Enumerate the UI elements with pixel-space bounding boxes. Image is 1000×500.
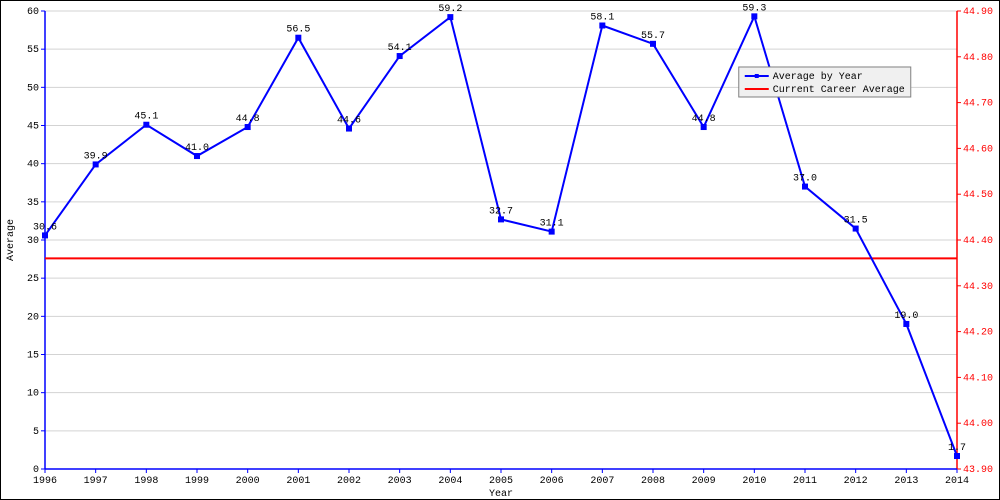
x-tick-label: 1997 <box>84 476 108 487</box>
y-tick-label-right: 44.90 <box>963 7 993 18</box>
y-tick-label-right: 44.70 <box>963 99 993 110</box>
data-point-label: 59.3 <box>742 3 766 14</box>
x-tick-label: 1999 <box>185 476 209 487</box>
x-tick-label: 2002 <box>337 476 361 487</box>
y-tick-label-left: 30 <box>27 236 39 247</box>
data-point-label: 59.2 <box>438 4 462 15</box>
data-point-label: 39.9 <box>84 151 108 162</box>
data-point-label: 19.0 <box>894 311 918 322</box>
x-tick-label: 2010 <box>742 476 766 487</box>
y-tick-label-left: 40 <box>27 160 39 171</box>
data-point-label: 30.6 <box>33 222 57 233</box>
y-tick-label-left: 0 <box>33 465 39 476</box>
y-axis-title-left: Average <box>6 219 17 261</box>
legend-label-1: Average by Year <box>773 71 863 83</box>
x-tick-label: 2011 <box>793 476 817 487</box>
data-point-label: 45.1 <box>134 112 158 123</box>
y-tick-label-left: 15 <box>27 351 39 362</box>
y-tick-label-right: 44.40 <box>963 236 993 247</box>
data-point-label: 31.5 <box>844 216 868 227</box>
x-tick-label: 2007 <box>590 476 614 487</box>
x-tick-label: 2001 <box>286 476 310 487</box>
x-tick-label: 2003 <box>388 476 412 487</box>
data-point-label: 56.5 <box>286 25 310 36</box>
x-tick-label: 2009 <box>692 476 716 487</box>
x-tick-label: 2012 <box>844 476 868 487</box>
x-tick-label: 2006 <box>540 476 564 487</box>
x-axis-title: Year <box>489 489 513 499</box>
legend-swatch-marker-icon <box>755 74 759 78</box>
x-tick-label: 2013 <box>894 476 918 487</box>
y-tick-label-left: 45 <box>27 122 39 133</box>
y-tick-label-left: 25 <box>27 274 39 285</box>
legend-label-2: Current Career Average <box>773 85 905 96</box>
y-tick-label-left: 60 <box>27 7 39 18</box>
y-tick-label-right: 44.50 <box>963 190 993 201</box>
x-tick-label: 2008 <box>641 476 665 487</box>
data-point-label: 1.7 <box>948 443 966 454</box>
y-tick-label-left: 35 <box>27 198 39 209</box>
y-tick-label-left: 5 <box>33 427 39 438</box>
data-point-label: 44.6 <box>337 116 361 127</box>
y-tick-label-right: 44.60 <box>963 144 993 155</box>
chart-container: 0 5 10 15 20 25 30 35 40 45 50 55 60 Average 43.90 44.0… <box>0 0 1000 500</box>
x-tick-label: 2000 <box>236 476 260 487</box>
data-point-label: 41.0 <box>185 143 209 154</box>
data-point-label: 44.8 <box>692 114 716 125</box>
data-point-label: 55.7 <box>641 31 665 42</box>
x-tick-label: 1996 <box>33 476 57 487</box>
y-tick-label-right: 44.20 <box>963 328 993 339</box>
y-tick-label-right: 44.00 <box>963 419 993 430</box>
data-point-label: 58.1 <box>590 13 614 24</box>
y-tick-label-right: 44.80 <box>963 53 993 64</box>
y-tick-label-left: 55 <box>27 45 39 56</box>
x-tick-label: 2004 <box>438 476 462 487</box>
data-point-label: 32.7 <box>489 206 513 217</box>
data-point-label: 54.1 <box>388 43 412 54</box>
data-point-label: 37.0 <box>793 174 817 185</box>
data-point-label: 44.8 <box>236 114 260 125</box>
data-point-label: 31.1 <box>540 219 564 230</box>
x-tick-label: 2014 <box>945 476 969 487</box>
y-tick-label-left: 50 <box>27 83 39 94</box>
y-tick-label-right: 44.10 <box>963 373 993 384</box>
x-tick-label: 1998 <box>134 476 158 487</box>
y-tick-label-right: 43.90 <box>963 465 993 476</box>
x-tick-label: 2005 <box>489 476 513 487</box>
y-tick-label-right: 44.30 <box>963 282 993 293</box>
y-tick-label-left: 20 <box>27 312 39 323</box>
chart-svg: 0 5 10 15 20 25 30 35 40 45 50 55 60 Average 43.90 44.0… <box>1 1 999 499</box>
y-tick-label-left: 10 <box>27 389 39 400</box>
